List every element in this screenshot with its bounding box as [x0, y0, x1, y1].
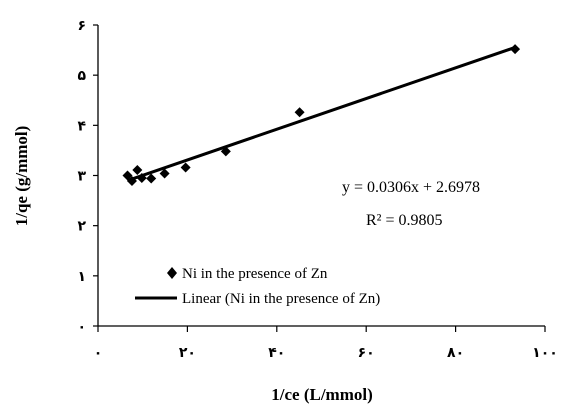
x-tick-label: ۸۰: [447, 345, 464, 361]
trendline-layer: [127, 46, 516, 182]
y-tick-label: ۴: [77, 118, 86, 134]
y-ticks: ۰ ۱ ۲ ۳ ۴ ۵ ۶: [77, 18, 98, 335]
y-tick-label: ۵: [77, 68, 86, 84]
data-point: [180, 162, 191, 173]
y-tick-label: ۱: [77, 269, 86, 285]
data-point: [132, 164, 143, 175]
data-point: [510, 44, 521, 55]
data-point: [220, 146, 231, 157]
legend-series-label: Ni in the presence of Zn: [182, 266, 328, 282]
y-tick-label: ۳: [77, 169, 86, 185]
legend-trendline-label: Linear (Ni in the presence of Zn): [182, 291, 380, 307]
regression-equation: y = 0.0306x + 2.6978: [342, 179, 480, 196]
trendline: [127, 46, 516, 182]
x-tick-label: ۱۰۰: [532, 345, 558, 361]
y-tick-label: ۰: [77, 319, 86, 335]
r-squared-label: R² = 0.9805: [366, 212, 443, 229]
data-point: [126, 176, 137, 187]
legend: Ni in the presence of Zn Linear (Ni in t…: [135, 266, 380, 307]
x-tick-label: ۴۰: [268, 345, 285, 361]
x-tick-label: ۶۰: [358, 345, 375, 361]
x-tick-label: ۰: [94, 345, 103, 361]
legend-diamond-marker: [167, 267, 177, 279]
data-point: [136, 173, 147, 184]
data-point: [159, 168, 170, 179]
y-tick-label: ۶: [77, 18, 86, 34]
x-ticks: ۰ ۲۰ ۴۰ ۶۰ ۸۰ ۱۰۰: [94, 326, 558, 361]
data-point: [146, 173, 157, 184]
x-tick-label: ۲۰: [179, 345, 196, 361]
data-point: [294, 107, 305, 118]
y-axis-title: 1/qe (g/mmol): [12, 126, 31, 227]
data-points-layer: [122, 44, 521, 187]
y-tick-label: ۲: [77, 219, 86, 235]
x-axis-title: 1/ce (L/mmol): [271, 385, 373, 404]
